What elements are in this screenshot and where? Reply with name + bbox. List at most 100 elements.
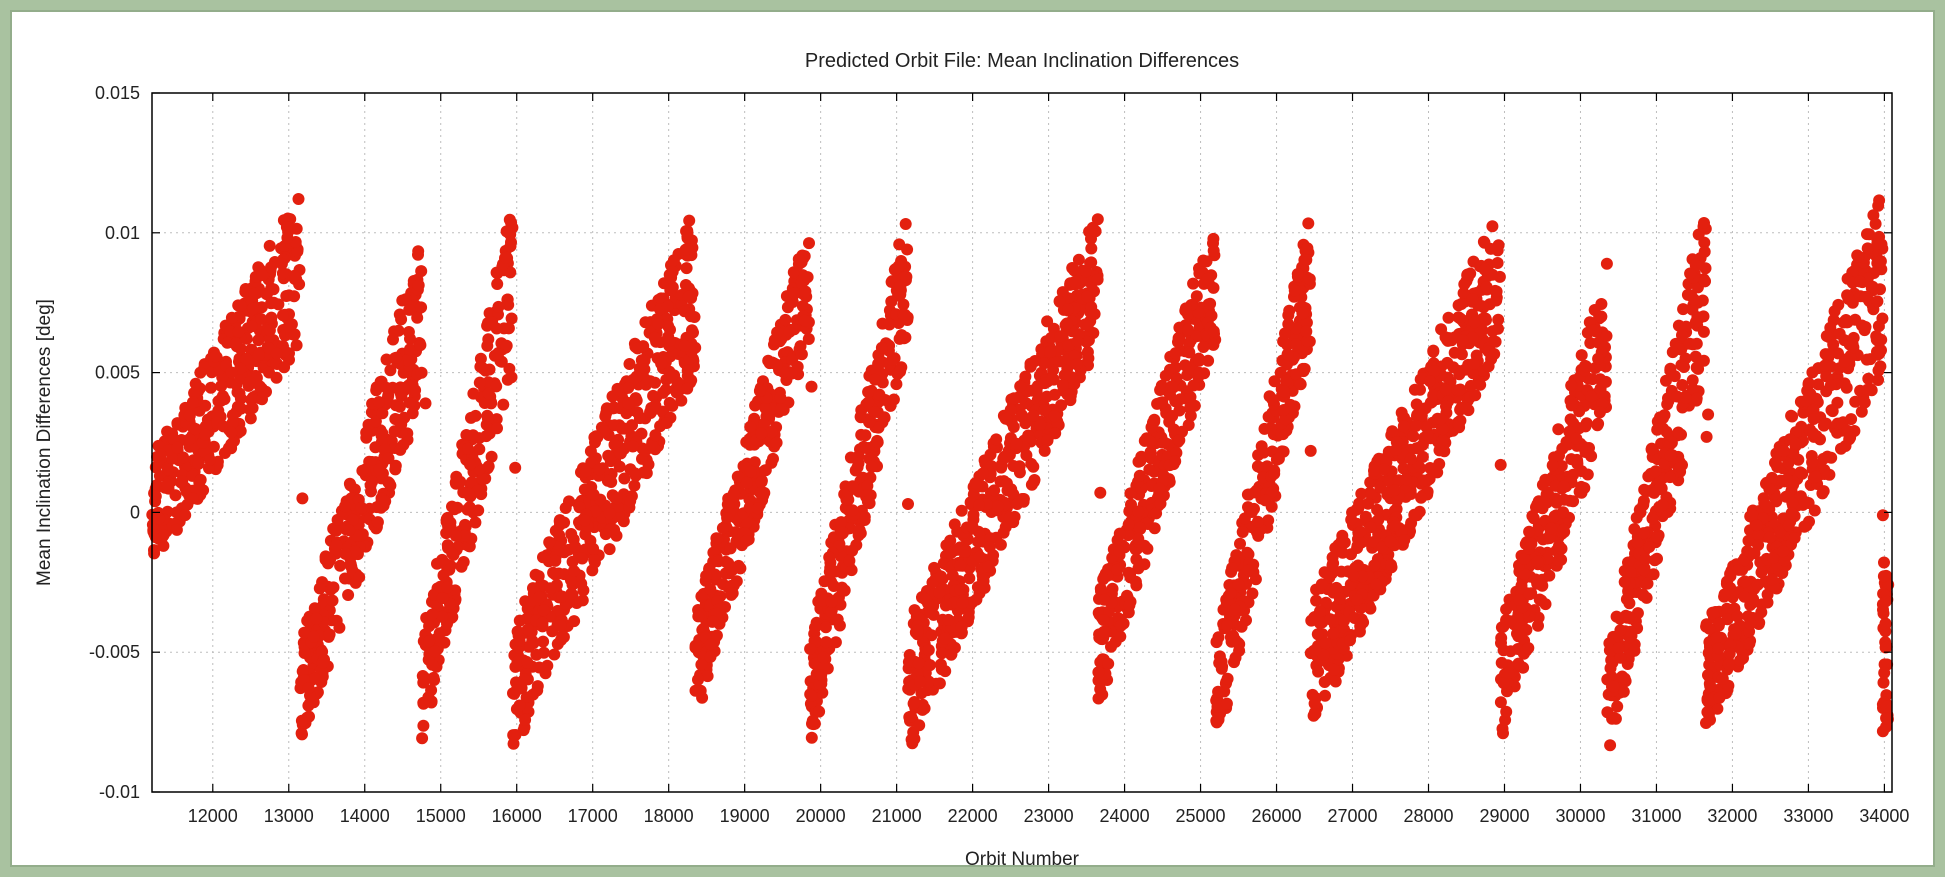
data-point [1413,441,1426,454]
data-point [1071,335,1084,348]
data-point [1827,338,1840,351]
data-point [692,673,704,686]
data-point [1062,340,1075,352]
data-point [1873,194,1886,207]
data-point [648,331,661,344]
data-point [1828,305,1841,318]
data-point [956,596,969,609]
data-point [491,422,503,435]
data-point [1877,570,1890,583]
data-point [204,381,217,394]
data-point [1878,556,1890,569]
data-point [1048,410,1061,423]
data-point [441,581,454,594]
data-point [1812,378,1825,391]
data-point [406,407,419,420]
data-point [263,324,276,337]
data-point [933,677,946,690]
data-point [770,358,783,371]
data-point [836,526,849,539]
data-point [532,570,545,583]
data-point [1202,354,1215,367]
data-point [678,339,691,352]
data-point [875,341,888,354]
x-tick-label: 21000 [872,806,922,826]
data-point [1879,595,1892,608]
data-point [740,476,753,489]
data-point [914,675,927,688]
data-point [1016,409,1028,422]
data-point [169,489,182,502]
data-point [1861,242,1874,255]
data-point [1372,513,1385,526]
data-point [933,586,946,599]
data-point [553,515,566,528]
data-point [1265,500,1278,513]
data-point [1193,354,1206,367]
data-point [1027,409,1040,422]
data-point [1173,404,1186,417]
data-point [722,557,735,570]
data-point [1182,323,1194,336]
data-point [798,314,811,327]
data-point [1698,217,1710,229]
data-point [1115,619,1127,632]
data-point [461,503,474,516]
data-point [415,366,428,379]
data-point [725,588,738,601]
data-point [482,387,495,400]
data-point [1098,625,1110,638]
data-point [1690,392,1703,405]
data-point [416,732,429,745]
data-point [935,570,947,583]
data-point [1807,427,1820,440]
data-point [692,610,705,623]
data-point [1861,383,1874,396]
data-point [1525,537,1538,550]
data-point [679,243,692,256]
data-point [1154,497,1167,510]
data-point [1767,552,1779,565]
data-point [1712,642,1725,655]
outlier-point [419,397,432,410]
data-point [1565,379,1578,392]
data-point [1855,405,1868,418]
data-point [1272,452,1285,465]
x-tick-label: 20000 [796,806,846,826]
data-point [1738,575,1751,588]
data-point [1291,268,1304,280]
data-point [1789,437,1802,450]
data-point [1319,637,1332,650]
data-point [1207,338,1220,351]
data-point [1302,217,1315,230]
data-point [744,465,757,478]
data-point [509,729,522,741]
data-points [146,193,1895,752]
data-point [339,547,352,560]
data-point [1871,345,1883,358]
data-point [755,427,768,440]
data-point [1407,430,1420,443]
data-point [1114,630,1127,643]
data-point [675,394,688,407]
data-point [1245,506,1258,518]
data-point [1862,372,1875,385]
data-point [1442,311,1455,324]
data-point [1563,494,1576,507]
data-point [404,343,416,356]
data-point [853,524,866,537]
data-point [1677,303,1690,316]
data-point [1386,425,1399,438]
data-point [1266,393,1279,406]
data-point [976,467,989,480]
data-point [805,731,818,744]
data-point [426,608,439,621]
data-point [1777,445,1790,457]
data-point [288,328,301,341]
data-point [704,638,717,651]
data-point [225,311,238,324]
data-point [1495,656,1508,669]
data-point [1478,263,1491,276]
x-tick-label: 13000 [264,806,314,826]
data-point [655,292,668,305]
